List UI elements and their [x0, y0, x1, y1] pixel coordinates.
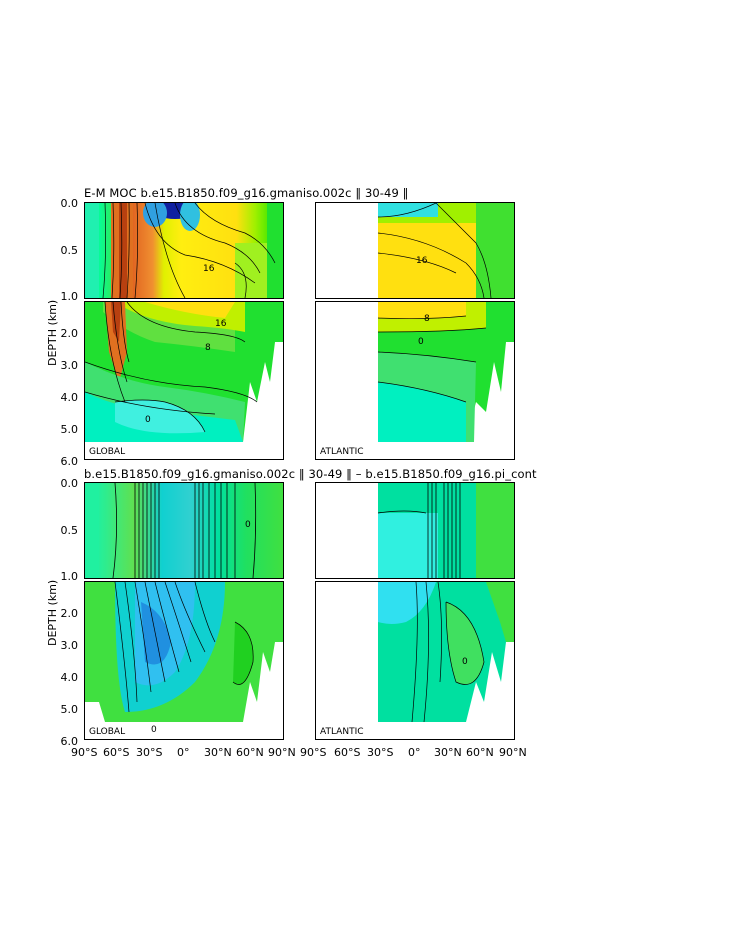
y-tick: 1.0	[60, 570, 79, 583]
y-tick: 0.0	[60, 197, 79, 210]
y-tick: 0.5	[60, 244, 79, 257]
contour-label: 0	[462, 657, 468, 667]
atlantic-upper-diff-panel	[315, 482, 515, 579]
x-tick: 60°N	[466, 746, 494, 759]
y-tick: 3.0	[60, 639, 79, 652]
contour-label: 0	[245, 520, 251, 530]
panel-label-global-top: GLOBAL	[89, 447, 126, 457]
panel-label-global-bottom: GLOBAL	[89, 727, 126, 737]
contour-label: 0	[145, 415, 151, 425]
contour-label: 16	[215, 319, 227, 329]
y-tick: 6.0	[60, 735, 79, 748]
x-tick: 90°S	[71, 746, 98, 759]
contour-label: 8	[205, 343, 211, 353]
global-lower-panel: 16 8 0 GLOBAL	[84, 301, 284, 460]
x-tick: 0°	[408, 746, 421, 759]
x-tick: 90°N	[268, 746, 296, 759]
contour-label: 0	[151, 725, 157, 735]
x-tick: 90°S	[300, 746, 327, 759]
x-tick: 30°S	[136, 746, 163, 759]
y-tick: 5.0	[60, 423, 79, 436]
x-tick: 60°S	[334, 746, 361, 759]
y-tick: 0.0	[60, 477, 79, 490]
y-tick: 6.0	[60, 455, 79, 468]
y-tick: 2.0	[60, 607, 79, 620]
x-tick: 60°N	[236, 746, 264, 759]
y-tick: 1.0	[60, 290, 79, 303]
contour-label: 16	[203, 264, 215, 274]
atlantic-lower-panel: 8 0 ATLANTIC	[315, 301, 515, 460]
y-tick: 3.0	[60, 359, 79, 372]
x-tick: 30°N	[204, 746, 232, 759]
x-tick: 60°S	[103, 746, 130, 759]
contour-label: 0	[418, 337, 424, 347]
global-lower-diff-panel: 0 GLOBAL	[84, 581, 284, 740]
panel-label-atlantic-top: ATLANTIC	[320, 447, 364, 457]
y-tick: 4.0	[60, 671, 79, 684]
chart-title-top: E-M MOC b.e15.B1850.f09_g16.gmaniso.002c…	[84, 186, 409, 200]
y-tick: 2.0	[60, 327, 79, 340]
x-tick: 30°S	[367, 746, 394, 759]
x-tick: 90°N	[499, 746, 527, 759]
chart-title-bottom: b.e15.B1850.f09_g16.gmaniso.002c ‖ 30-49…	[84, 467, 537, 481]
global-upper-diff-panel: 0	[84, 482, 284, 579]
atlantic-upper-panel: 16	[315, 202, 515, 299]
atlantic-lower-diff-panel: 0 ATLANTIC	[315, 581, 515, 740]
y-tick: 5.0	[60, 703, 79, 716]
panel-label-atlantic-bottom: ATLANTIC	[320, 727, 364, 737]
x-tick: 30°N	[434, 746, 462, 759]
y-tick: 4.0	[60, 391, 79, 404]
y-tick: 0.5	[60, 524, 79, 537]
x-tick: 0°	[177, 746, 190, 759]
contour-label: 8	[424, 314, 430, 324]
contour-label: 16	[416, 256, 428, 266]
global-upper-panel: 16	[84, 202, 284, 299]
